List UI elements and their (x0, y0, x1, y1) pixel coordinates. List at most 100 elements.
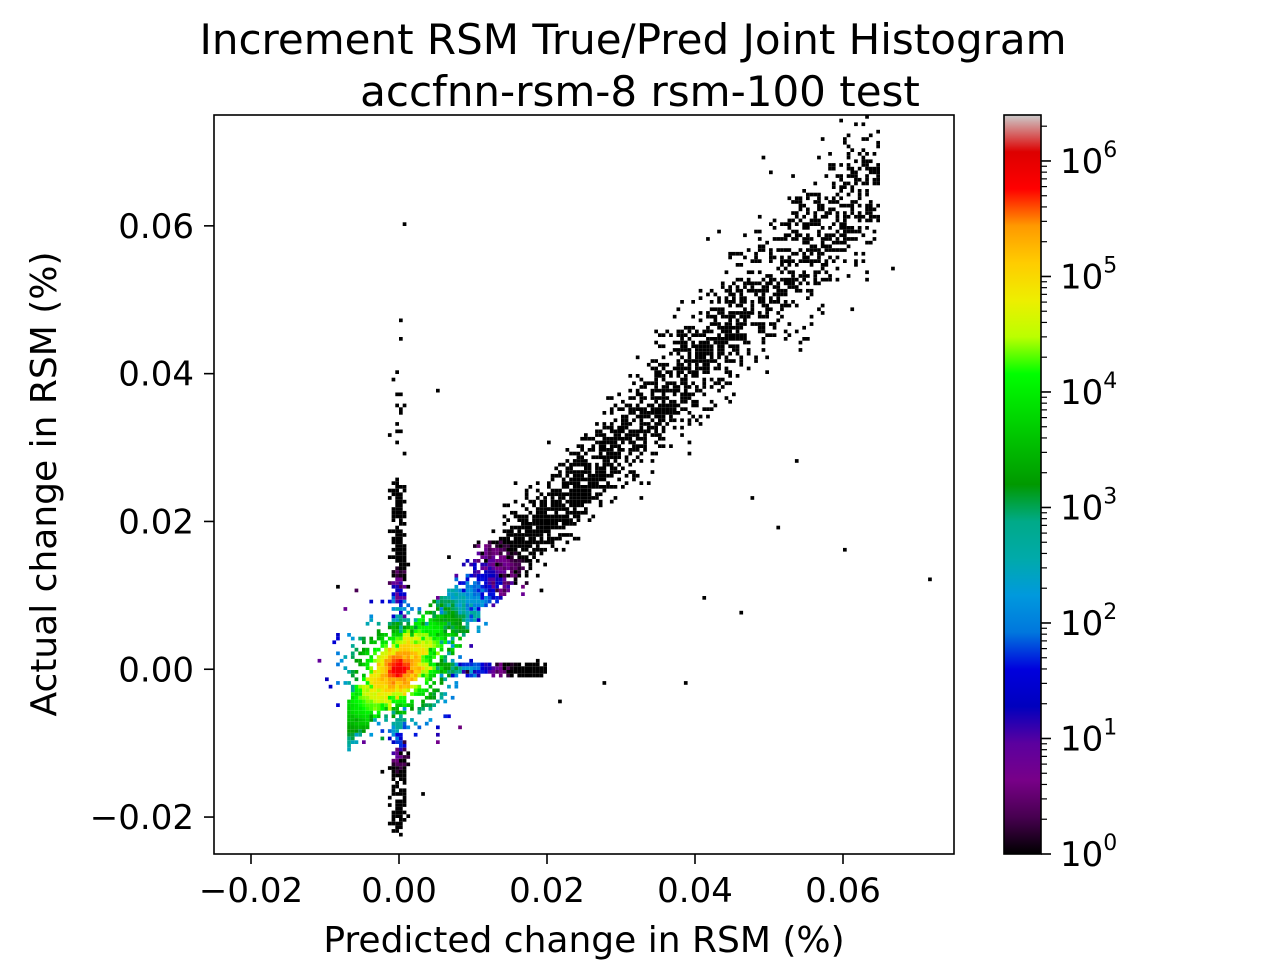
histogram-cell (580, 444, 584, 448)
histogram-cell (728, 288, 732, 293)
histogram-cell (391, 677, 396, 682)
histogram-cell (691, 344, 695, 349)
histogram-cell (498, 536, 503, 541)
histogram-cell (580, 485, 584, 489)
histogram-cell (713, 366, 718, 371)
histogram-cell (621, 485, 625, 489)
histogram-cell (839, 118, 843, 123)
histogram-cell (539, 529, 544, 534)
histogram-cell (550, 499, 555, 504)
histogram-cell (399, 621, 403, 626)
histogram-cell (824, 211, 829, 215)
histogram-cell (465, 573, 470, 578)
histogram-cell (535, 540, 540, 545)
histogram-cell (635, 388, 640, 393)
histogram-cell (528, 673, 533, 678)
histogram-cell (532, 540, 536, 545)
histogram-cell (835, 192, 840, 197)
histogram-cell (691, 333, 695, 337)
histogram-cell (402, 781, 407, 785)
histogram-cell (587, 470, 592, 474)
histogram-cell (347, 718, 351, 722)
histogram-cell (395, 655, 399, 659)
histogram-cell (728, 318, 732, 323)
histogram-cell (780, 270, 784, 275)
histogram-cell (602, 440, 607, 445)
histogram-cell (461, 588, 466, 593)
histogram-cell (787, 281, 792, 286)
histogram-cell (543, 510, 547, 515)
histogram-cell (524, 540, 529, 545)
histogram-cell (421, 621, 425, 626)
histogram-cell (769, 251, 773, 256)
histogram-cell (569, 451, 573, 456)
histogram-cell (743, 322, 747, 326)
histogram-cell (439, 596, 444, 600)
histogram-cell (410, 636, 414, 641)
histogram-cell (391, 777, 396, 781)
histogram-cell (761, 244, 766, 249)
histogram-cell (498, 577, 503, 582)
histogram-cell (421, 625, 425, 630)
histogram-cell (591, 473, 596, 478)
histogram-cell (350, 670, 355, 674)
histogram-cell (661, 407, 666, 411)
histogram-cell (780, 263, 784, 267)
histogram-cell (791, 200, 795, 204)
histogram-cell (399, 699, 403, 704)
histogram-cell (572, 536, 577, 541)
histogram-cell (424, 636, 429, 641)
histogram-cell (561, 514, 566, 519)
histogram-cell (358, 695, 362, 700)
histogram-cell (410, 718, 414, 722)
histogram-cell (543, 540, 547, 545)
histogram-cell (750, 303, 755, 308)
histogram-cell (613, 459, 618, 463)
histogram-cell (502, 577, 507, 582)
histogram-cell (709, 337, 714, 341)
histogram-cell (387, 699, 392, 704)
histogram-cell (369, 718, 374, 722)
histogram-cell (495, 577, 499, 582)
histogram-cell (761, 248, 766, 252)
histogram-cell (399, 758, 403, 763)
histogram-cell (868, 240, 873, 245)
histogram-cell (717, 344, 721, 349)
histogram-cell (702, 329, 707, 334)
histogram-cell (395, 784, 399, 789)
histogram-cell (410, 673, 414, 678)
histogram-cell (447, 662, 451, 667)
histogram-cell (447, 599, 451, 604)
histogram-cell (635, 433, 640, 437)
histogram-cell (706, 362, 710, 367)
histogram-cell (809, 292, 814, 297)
histogram-cell (695, 388, 699, 393)
histogram-cell (399, 692, 403, 696)
histogram-cell (406, 670, 411, 674)
histogram-cell (680, 392, 684, 397)
histogram-cell (717, 348, 721, 352)
histogram-cell (369, 666, 374, 670)
histogram-cell (702, 385, 707, 389)
histogram-cell (743, 255, 747, 260)
histogram-cell (447, 633, 451, 637)
histogram-cell (432, 688, 436, 693)
histogram-cell (476, 584, 481, 589)
histogram-cell (839, 222, 843, 226)
histogram-cell (643, 444, 647, 448)
histogram-cell (554, 514, 559, 519)
histogram-cell (347, 703, 351, 707)
histogram-cell (406, 688, 411, 693)
histogram-cell (806, 281, 810, 286)
histogram-cell (469, 670, 473, 674)
histogram-cell (476, 670, 481, 674)
histogram-cell (432, 621, 436, 626)
histogram-cell (432, 618, 436, 622)
histogram-cell (628, 411, 633, 415)
histogram-cell (421, 651, 425, 656)
histogram-cell (424, 640, 429, 645)
histogram-cell (498, 562, 503, 567)
histogram-cell (384, 688, 388, 693)
histogram-cell (550, 477, 555, 482)
histogram-cell (358, 662, 362, 667)
